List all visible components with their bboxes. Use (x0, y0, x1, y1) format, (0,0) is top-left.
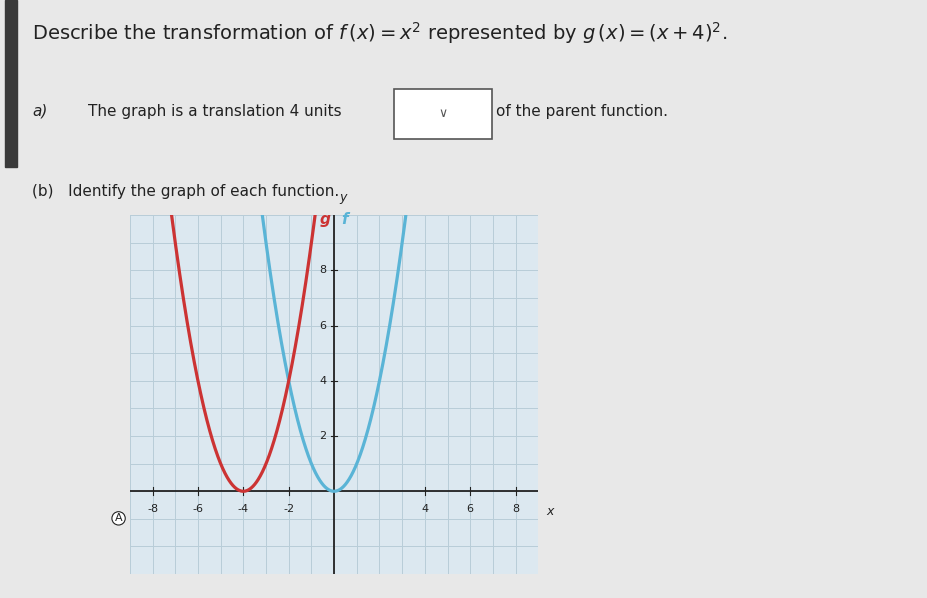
Text: 6: 6 (319, 321, 325, 331)
Text: 6: 6 (466, 504, 473, 514)
Text: Describe the transformation of $f\,(x) = x^2$ represented by $g\,(x) = (x+4)^2$.: Describe the transformation of $f\,(x) =… (32, 20, 727, 46)
Text: of the parent function.: of the parent function. (496, 104, 667, 119)
Text: 8: 8 (319, 266, 325, 276)
Text: A: A (115, 513, 122, 523)
Text: a): a) (32, 104, 48, 119)
Text: g: g (319, 212, 330, 227)
Text: 4: 4 (421, 504, 428, 514)
Text: y: y (339, 191, 347, 205)
Text: ∨: ∨ (438, 108, 447, 120)
Text: x: x (545, 505, 552, 518)
Text: 4: 4 (319, 376, 325, 386)
Text: -4: -4 (237, 504, 248, 514)
Text: (b)   Identify the graph of each function.: (b) Identify the graph of each function. (32, 184, 339, 199)
Text: -2: -2 (283, 504, 294, 514)
FancyBboxPatch shape (5, 0, 17, 167)
Text: f: f (340, 212, 347, 227)
Text: -8: -8 (146, 504, 158, 514)
FancyBboxPatch shape (394, 89, 491, 139)
Text: 8: 8 (512, 504, 518, 514)
Text: The graph is a translation 4 units: The graph is a translation 4 units (88, 104, 341, 119)
Text: 2: 2 (319, 431, 325, 441)
Text: -6: -6 (192, 504, 203, 514)
